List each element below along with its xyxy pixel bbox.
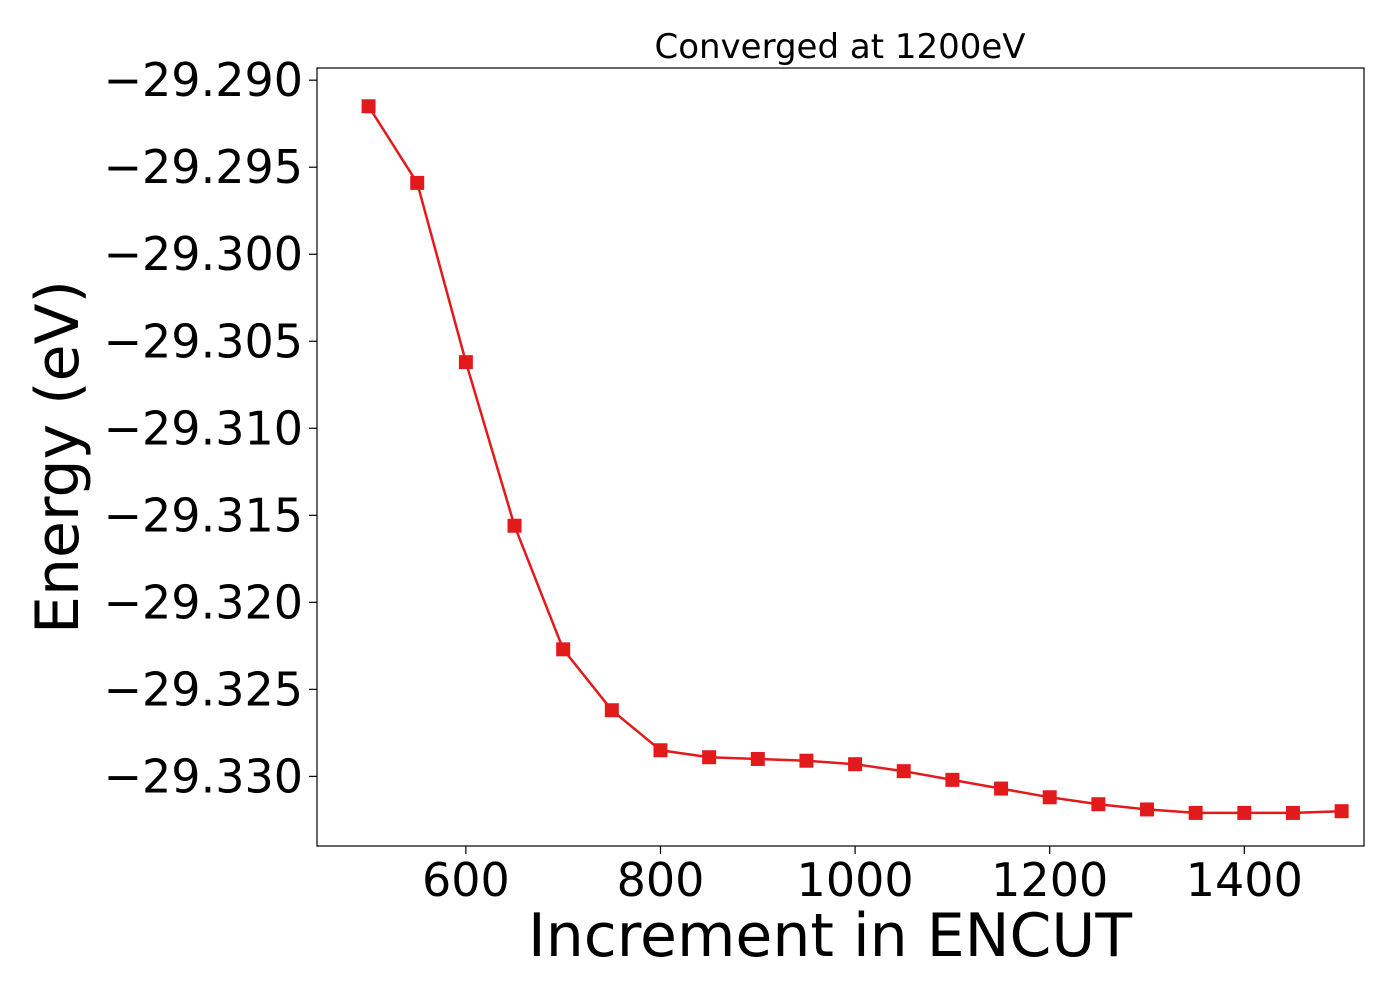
data-point-marker — [945, 772, 960, 787]
x-tick-label: 1000 — [797, 853, 914, 907]
data-point-marker — [1285, 805, 1300, 820]
x-axis: 600 800 1000 1200 1400 — [422, 846, 1303, 907]
data-point-marker — [1237, 805, 1252, 820]
series-line — [367, 105, 1342, 815]
y-axis: −29.290 −29.295 −29.300 −29.305 −29.310 −29.3… — [104, 53, 317, 803]
data-point-marker — [458, 355, 473, 370]
data-point-marker — [653, 743, 668, 758]
data-point-marker — [994, 781, 1009, 796]
data-point-marker — [1042, 790, 1057, 805]
data-point-marker — [410, 175, 425, 190]
data-point-marker — [799, 753, 814, 768]
data-point-marker — [1334, 804, 1349, 819]
y-tick-label: −29.315 — [104, 488, 304, 542]
data-point-marker — [896, 764, 911, 779]
x-tick-label: 600 — [422, 853, 510, 907]
data-point-marker — [604, 703, 619, 718]
data-point-marker — [1091, 797, 1106, 812]
x-tick-label: 1400 — [1186, 853, 1303, 907]
y-axis-label: Energy (eV) — [23, 280, 93, 634]
y-tick-label: −29.310 — [104, 401, 304, 455]
data-point-marker — [507, 518, 522, 533]
chart-title: Converged at 1200eV — [654, 27, 1025, 67]
data-point-marker — [1140, 802, 1155, 817]
y-tick-label: −29.320 — [104, 575, 304, 629]
y-tick-label: −29.325 — [104, 662, 304, 716]
y-tick-label: −29.290 — [104, 53, 304, 107]
plot-area — [316, 67, 1365, 847]
data-point-marker — [556, 642, 571, 657]
data-point-marker — [361, 99, 376, 114]
x-tick-label: 800 — [617, 853, 705, 907]
data-point-marker — [1188, 805, 1203, 820]
data-point-marker — [848, 757, 863, 772]
x-axis-label: Increment in ENCUT — [528, 901, 1132, 971]
x-tick-label: 1200 — [991, 853, 1108, 907]
data-point-marker — [750, 751, 765, 766]
y-tick-label: −29.330 — [104, 749, 304, 803]
y-tick-label: −29.300 — [104, 227, 304, 281]
y-tick-label: −29.305 — [104, 314, 304, 368]
data-point-marker — [702, 750, 717, 765]
y-tick-label: −29.295 — [104, 140, 304, 194]
series-layer — [361, 99, 1349, 820]
